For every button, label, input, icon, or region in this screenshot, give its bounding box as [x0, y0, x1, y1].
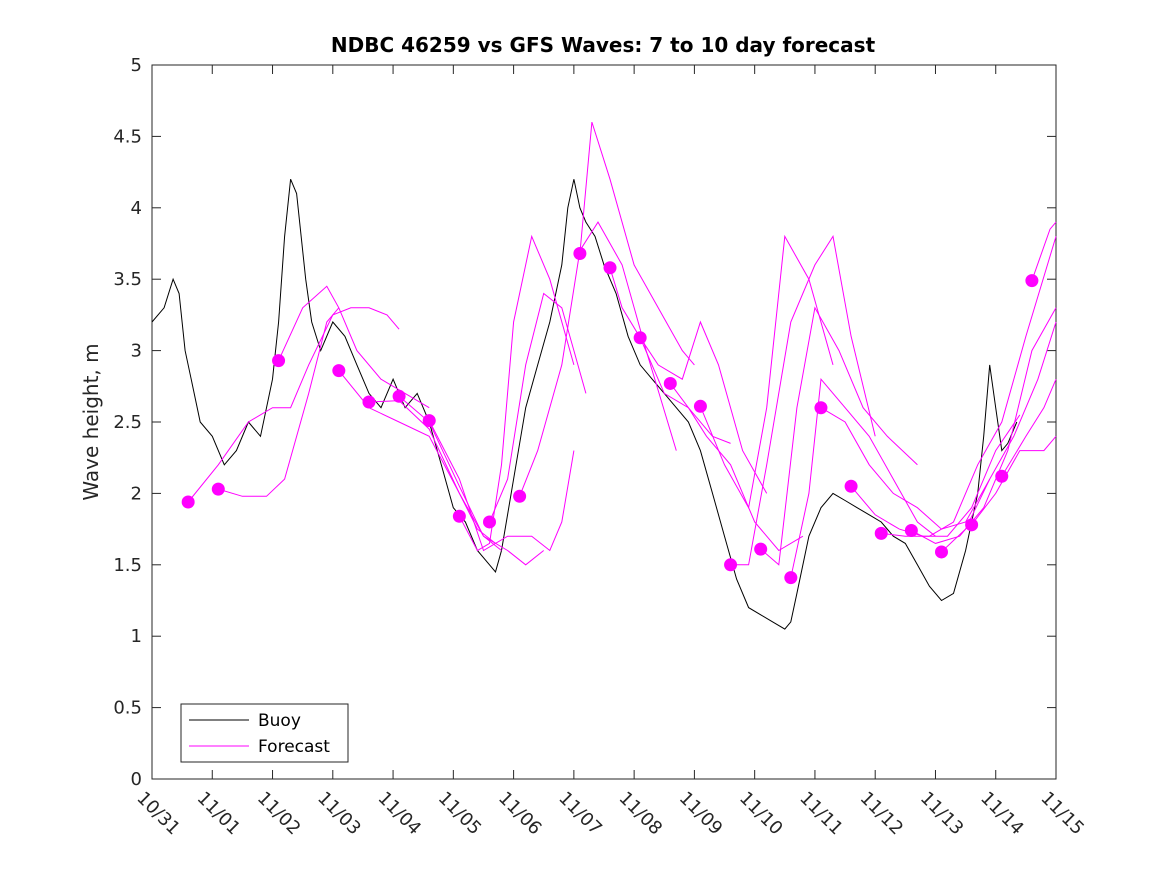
forecast-markers: [181, 246, 1039, 585]
y-tick-label: 0: [131, 769, 142, 790]
y-tick-label: 2: [131, 483, 142, 504]
forecast-marker: [784, 571, 798, 585]
forecast-marker: [452, 509, 466, 523]
legend: Buoy Forecast: [180, 703, 349, 763]
forecast-trace: [760, 306, 918, 566]
forecast-marker: [211, 482, 225, 496]
forecast-marker: [482, 515, 496, 529]
axes-box: [151, 64, 1057, 780]
forecast-marker: [181, 495, 195, 509]
forecast-marker: [332, 364, 346, 378]
forecast-marker: [272, 354, 286, 368]
forecast-marker: [844, 479, 858, 493]
forecast-trace: [669, 383, 804, 552]
y-tick-label: 1: [131, 626, 142, 647]
forecast-trace: [218, 307, 340, 497]
forecast-marker: [663, 376, 677, 390]
y-tick-label: 4: [131, 198, 142, 219]
forecast-trace: [790, 377, 936, 578]
y-tick-label: 4.5: [113, 126, 142, 147]
forecast-marker: [965, 518, 979, 532]
forecast-marker: [814, 401, 828, 415]
forecast-trace: [579, 121, 695, 366]
chart-title: NDBC 46259 vs GFS Waves: 7 to 10 day for…: [331, 33, 876, 57]
forecast-trace: [850, 414, 1021, 537]
forecast-trace: [368, 400, 496, 544]
forecast-trace: [1031, 221, 1057, 281]
forecast-marker: [573, 246, 587, 260]
y-tick-label: 1.5: [113, 555, 142, 576]
forecast-trace: [971, 435, 1057, 526]
legend-forecast-label: Forecast: [258, 737, 330, 757]
legend-buoy-label: Buoy: [258, 711, 301, 731]
forecast-trace: [639, 320, 768, 494]
forecast-marker: [874, 526, 888, 540]
forecast-trace: [911, 307, 1057, 544]
forecast-marker: [513, 489, 527, 503]
buoy-series: [151, 179, 1018, 630]
y-tick-label: 3.5: [113, 269, 142, 290]
forecast-trace: [820, 407, 991, 530]
forecast-marker: [724, 558, 738, 572]
forecast-trace: [1001, 379, 1057, 477]
y-tick-label: 3: [131, 341, 142, 362]
forecast-marker: [362, 395, 376, 409]
forecast-marker: [1025, 274, 1039, 288]
forecast-trace: [730, 235, 876, 566]
forecast-trace: [489, 292, 587, 523]
legend-box: [180, 703, 349, 763]
y-axis-label: Wave height, m: [79, 343, 103, 500]
forecast-marker: [392, 389, 406, 403]
forecast-trace: [941, 321, 1057, 553]
y-ticks: 0 0.5 1 1.5 2 2.5 3 3.5 4 4.5 5: [113, 55, 1056, 790]
forecast-marker: [904, 524, 918, 538]
forecast-marker: [995, 469, 1009, 483]
forecast-marker: [754, 542, 768, 556]
forecast-trace: [428, 420, 575, 552]
forecast-marker: [693, 399, 707, 413]
y-tick-label: 2.5: [113, 412, 142, 433]
forecast-trace: [187, 307, 400, 503]
forecast-marker: [422, 414, 436, 428]
forecast-trace: [458, 234, 575, 552]
forecast-marker: [603, 261, 617, 275]
forecast-marker: [934, 545, 948, 559]
y-tick-label: 0.5: [113, 698, 142, 719]
buoy-line: [151, 179, 1018, 630]
forecast-marker: [633, 331, 647, 345]
y-tick-label: 5: [131, 55, 142, 76]
